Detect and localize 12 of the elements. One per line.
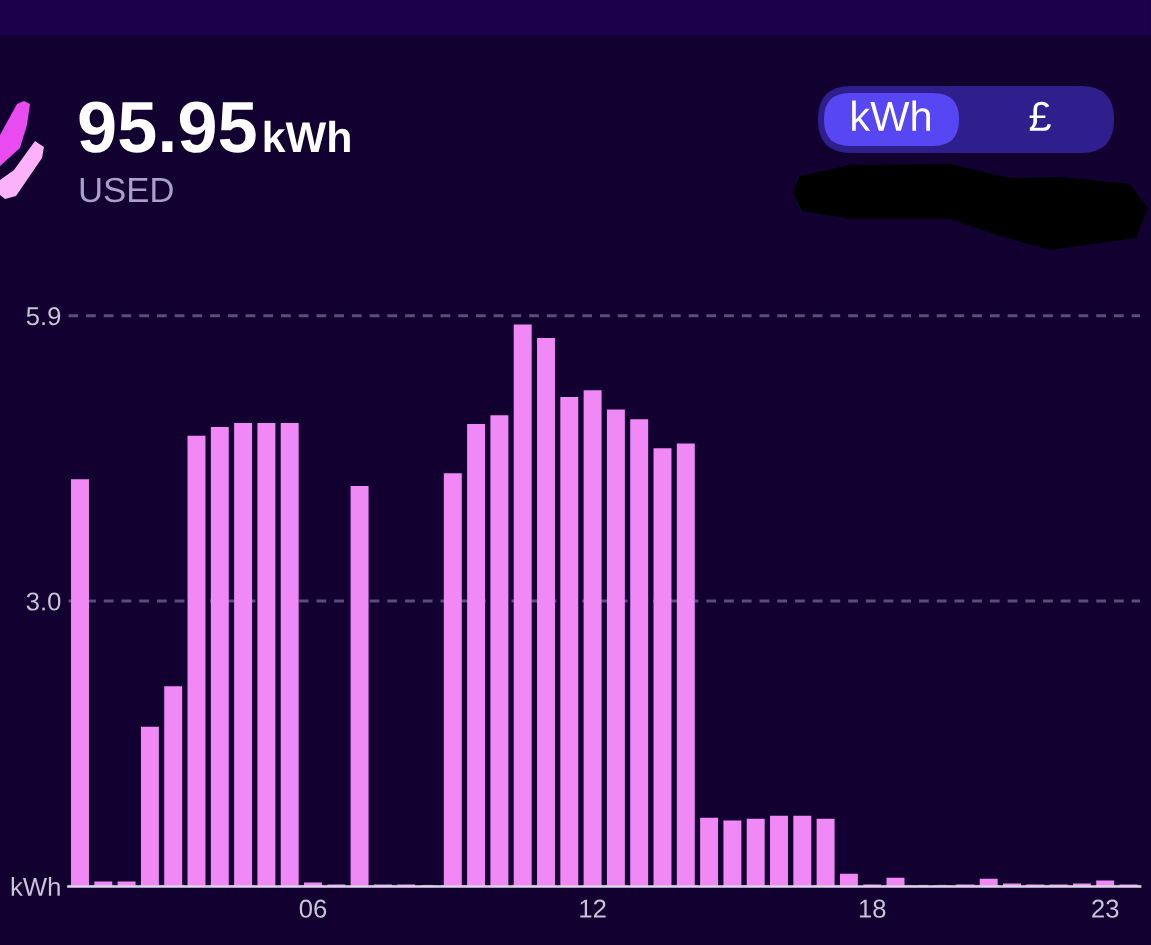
y-tick-label: 5.9: [26, 307, 61, 326]
x-tick-label: 12: [580, 899, 606, 918]
text: kWh: [852, 100, 930, 131]
x-tick-label: 06: [299, 899, 327, 918]
text: kWh: [264, 120, 350, 152]
chart-title: 95.95: [79, 101, 256, 153]
x-tick-label: 18: [859, 899, 886, 918]
y-tick-label: kWh: [11, 877, 60, 896]
y-tick-label: 3.0: [26, 592, 61, 611]
chart-subtitle: USED: [80, 177, 173, 203]
text: £: [1029, 101, 1051, 131]
x-tick-label: 23: [1092, 899, 1119, 918]
